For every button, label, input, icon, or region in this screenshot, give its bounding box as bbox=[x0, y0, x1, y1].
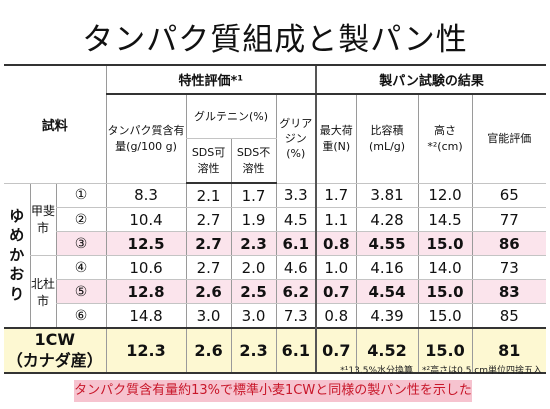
sensory-cell: 85 bbox=[471, 303, 547, 329]
sensory-header: 官能評価 bbox=[471, 94, 547, 184]
sensory-cell: 83 bbox=[471, 279, 547, 304]
glutenin-header: グルテニン(%) bbox=[185, 94, 277, 139]
gliadin-cell: 3.3 bbox=[275, 183, 317, 208]
gliadin-header: グリアジン(%) bbox=[275, 94, 317, 184]
sds-insoluble-cell: 2.3 bbox=[230, 231, 277, 256]
sample-id: ② bbox=[55, 207, 107, 232]
gliadin-cell: 6.1 bbox=[275, 231, 317, 256]
sds-soluble-cell: 2.7 bbox=[185, 231, 232, 256]
baking-group-header: 製パン試験の結果 bbox=[315, 64, 547, 95]
specific-volume-cell: 4.55 bbox=[355, 231, 419, 256]
sample-id: ⑤ bbox=[55, 279, 107, 304]
sample-id: ③ bbox=[55, 231, 107, 256]
sds-insoluble-cell: 2.5 bbox=[230, 279, 277, 304]
height-cell: 15.0 bbox=[417, 303, 473, 329]
height-cell: 15.0 bbox=[417, 231, 473, 256]
specific-volume-cell: 4.39 bbox=[355, 303, 419, 329]
standard-name: 1CW bbox=[34, 329, 76, 349]
sample-id: ④ bbox=[55, 255, 107, 280]
gliadin-cell: 7.3 bbox=[275, 303, 317, 329]
properties-group-header: 特性評価*¹ bbox=[105, 64, 317, 95]
max-load-cell: 0.8 bbox=[315, 303, 357, 329]
height-cell: 14.0 bbox=[417, 255, 473, 280]
max-load-cell: 0.8 bbox=[315, 231, 357, 256]
sds-soluble-cell: 2.6 bbox=[185, 279, 232, 304]
sds-soluble-header: SDS可溶性 bbox=[185, 138, 232, 184]
location-label: 甲斐市 bbox=[29, 183, 56, 256]
height-header: 高さ*²(cm) bbox=[417, 94, 473, 184]
results-table: 試料 特性評価*¹ 製パン試験の結果 タンパク質含有量(g/100 g) グルテ… bbox=[4, 64, 547, 374]
gliadin-cell: 4.5 bbox=[275, 207, 317, 232]
protein-cell: 12.3 bbox=[105, 327, 187, 374]
sds-insoluble-header: SDS不溶性 bbox=[230, 138, 277, 184]
sds-soluble-cell: 2.7 bbox=[185, 255, 232, 280]
max-load-cell: 0.7 bbox=[315, 327, 357, 374]
height-cell: 14.5 bbox=[417, 207, 473, 232]
location-label: 北杜市 bbox=[29, 255, 56, 329]
standard-label: 1CW （カナダ産） bbox=[4, 327, 107, 374]
sds-soluble-cell: 3.0 bbox=[185, 303, 232, 329]
sds-insoluble-cell: 3.0 bbox=[230, 303, 277, 329]
sample-id: ⑥ bbox=[55, 303, 107, 329]
max-load-cell: 1.7 bbox=[315, 183, 357, 208]
footnote: *¹13.5%水分換算 *²高さは0.5 cm単位四捨五入 bbox=[340, 366, 542, 376]
protein-cell: 12.5 bbox=[105, 231, 187, 256]
sample-header: 試料 bbox=[4, 64, 107, 184]
max-load-cell: 1.1 bbox=[315, 207, 357, 232]
gliadin-cell: 6.2 bbox=[275, 279, 317, 304]
sensory-cell: 86 bbox=[471, 231, 547, 256]
sds-insoluble-cell: 1.7 bbox=[230, 183, 277, 208]
sensory-cell: 77 bbox=[471, 207, 547, 232]
standard-origin: （カナダ産） bbox=[6, 350, 103, 370]
specific-volume-cell: 4.54 bbox=[355, 279, 419, 304]
protein-cell: 10.6 bbox=[105, 255, 187, 280]
protein-cell: 8.3 bbox=[105, 183, 187, 208]
specific-volume-cell: 4.28 bbox=[355, 207, 419, 232]
height-cell: 12.0 bbox=[417, 183, 473, 208]
variety-label: ゆめかおり bbox=[4, 183, 30, 329]
max-load-cell: 1.0 bbox=[315, 255, 357, 280]
specific-volume-cell: 4.52 bbox=[355, 327, 419, 374]
sds-insoluble-cell: 2.0 bbox=[230, 255, 277, 280]
protein-cell: 10.4 bbox=[105, 207, 187, 232]
protein-cell: 14.8 bbox=[105, 303, 187, 329]
sensory-cell: 73 bbox=[471, 255, 547, 280]
protein-header: タンパク質含有量(g/100 g) bbox=[105, 94, 187, 184]
gliadin-cell: 6.1 bbox=[275, 327, 317, 374]
sds-soluble-cell: 2.1 bbox=[185, 183, 232, 208]
specific-volume-cell: 3.81 bbox=[355, 183, 419, 208]
page-title: タンパク質組成と製パン性 bbox=[82, 22, 468, 58]
sensory-cell: 81 bbox=[471, 327, 547, 374]
max-load-cell: 0.7 bbox=[315, 279, 357, 304]
summary-banner: タンパク質含有量約13%で標準小麦1CWと同様の製パン性を示した bbox=[74, 380, 472, 402]
specific-volume-header: 比容積(mL/g) bbox=[355, 94, 419, 184]
gliadin-cell: 4.6 bbox=[275, 255, 317, 280]
sds-insoluble-cell: 2.3 bbox=[230, 327, 277, 374]
max-load-header: 最大荷重(N) bbox=[315, 94, 357, 184]
specific-volume-cell: 4.16 bbox=[355, 255, 419, 280]
sample-id: ① bbox=[55, 183, 107, 208]
sds-soluble-cell: 2.6 bbox=[185, 327, 232, 374]
height-cell: 15.0 bbox=[417, 327, 473, 374]
sds-soluble-cell: 2.7 bbox=[185, 207, 232, 232]
sensory-cell: 65 bbox=[471, 183, 547, 208]
height-cell: 15.0 bbox=[417, 279, 473, 304]
protein-cell: 12.8 bbox=[105, 279, 187, 304]
sds-insoluble-cell: 1.9 bbox=[230, 207, 277, 232]
